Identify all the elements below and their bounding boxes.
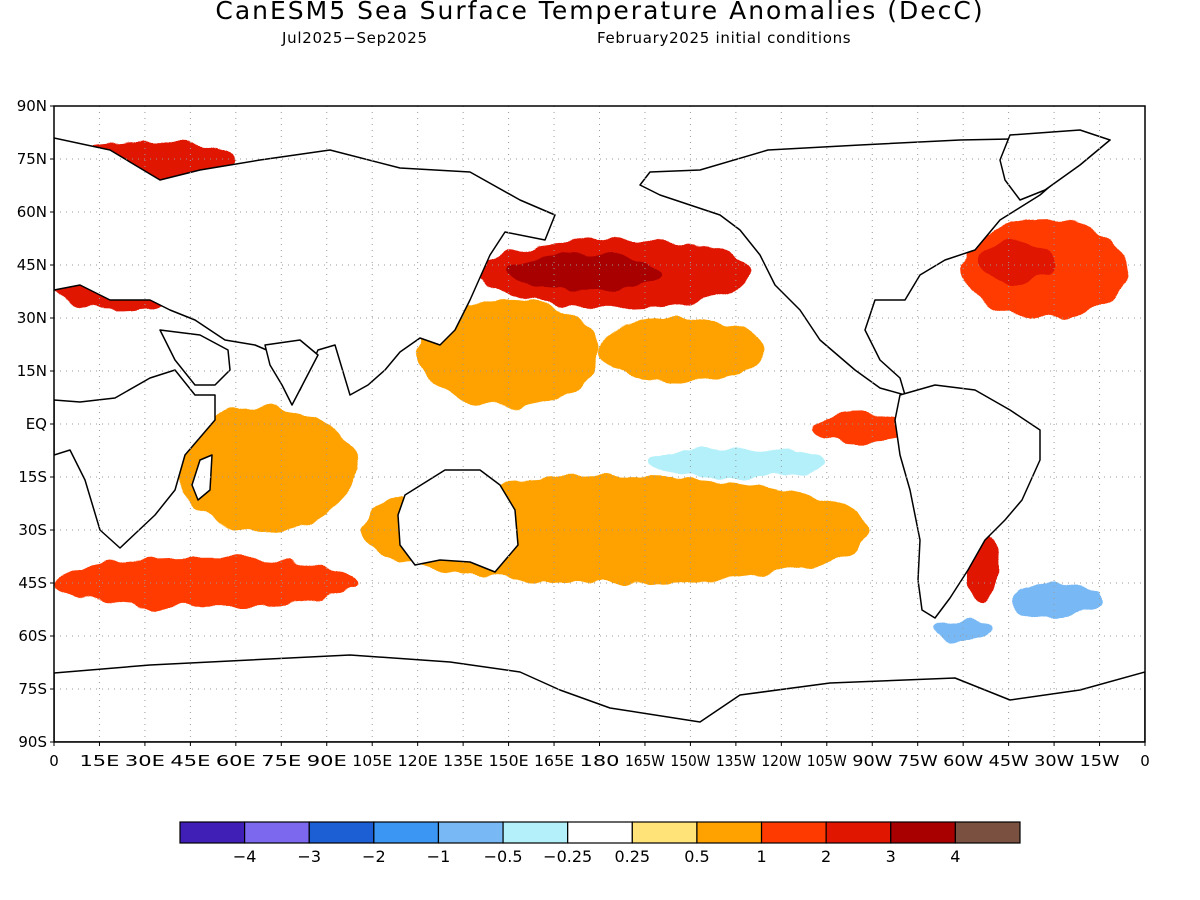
landmass-madagascar (191, 454, 213, 501)
lat-label: 90N (17, 97, 47, 115)
colorbar: −4 −3 −2 −1 −0.5 −0.25 0.25 0.5 1 2 3 4 (179, 821, 1021, 866)
colorbar-swatch (502, 821, 569, 844)
lon-label: 0 (49, 752, 59, 770)
anomaly-region-1 (508, 254, 661, 290)
landmass-eurasia (54, 137, 556, 396)
anomaly-region-15 (1008, 583, 1100, 619)
colorbar-swatch (631, 821, 698, 844)
colorbar-label: 1 (756, 847, 766, 866)
lon-label: 45E (170, 752, 210, 770)
lon-label: 150E (489, 752, 529, 770)
lon-label: 30E (125, 752, 165, 770)
lon-label: 120W (761, 752, 801, 770)
colorbar-swatch (373, 821, 440, 844)
anomaly-region-11 (811, 413, 918, 442)
colorbar-swatch (954, 821, 1021, 844)
lat-label: 75N (17, 150, 47, 168)
initial-conditions-label: February2025 initial conditions (597, 29, 852, 47)
anomaly-region-7 (599, 318, 767, 382)
lat-label: 15S (18, 468, 47, 486)
lon-label: 90W (852, 752, 892, 770)
colorbar-label: −2 (362, 847, 386, 866)
anomaly-region-12 (644, 448, 827, 477)
anomaly-region-3 (978, 240, 1055, 283)
lon-label: 105W (807, 752, 847, 770)
colorbar-swatch (179, 821, 246, 844)
anomaly-region-8 (175, 406, 358, 530)
colorbar-swatch (890, 821, 956, 844)
lat-label: 60S (18, 627, 47, 645)
colorbar-label: 3 (886, 847, 896, 866)
colorbar-label: 4 (950, 847, 960, 866)
anomaly-region-10 (54, 558, 358, 608)
colorbar-label: −0.5 (484, 847, 523, 866)
colorbar-label: −4 (233, 847, 257, 866)
colorbar-swatch (308, 821, 375, 844)
lon-label: 60W (943, 752, 983, 770)
lon-label: 150W (670, 752, 710, 770)
lon-label: 120E (398, 752, 438, 770)
lon-label: 165E (534, 752, 574, 770)
colorbar-label: −1 (427, 847, 451, 866)
lat-label: 15N (17, 362, 47, 380)
lat-label: 60N (17, 203, 47, 221)
lat-label: 45S (18, 574, 47, 592)
lon-label: 105E (352, 752, 392, 770)
landmass-arabia (159, 329, 231, 386)
colorbar-swatch (567, 821, 633, 844)
lat-label: 90S (18, 733, 47, 751)
lon-label: 135E (443, 752, 483, 770)
lon-label: 15E (79, 752, 119, 770)
lon-label: 180 (580, 752, 620, 770)
lat-label: 45N (17, 256, 47, 274)
colorbar-swatch (437, 821, 504, 844)
landmass-greenland (999, 129, 1111, 201)
lat-label: 75S (18, 680, 47, 698)
colorbar-swatch (696, 821, 763, 844)
lat-label: EQ (26, 415, 47, 433)
lon-label: 45W (989, 752, 1029, 770)
landmass-india (264, 339, 319, 406)
landmass-africa (54, 369, 216, 549)
colorbar-swatch (825, 821, 892, 844)
longitude-axis: 0 15E 30E 45E 60E 75E 90E 105E 120E 135E 150E 165E 1… (49, 742, 1150, 770)
lon-label: 15W (1080, 752, 1120, 770)
colorbar-label: −0.25 (543, 847, 592, 866)
anomaly-region-6 (417, 300, 600, 407)
colorbar-swatch (244, 821, 310, 844)
lon-label: 90E (307, 752, 347, 770)
lat-label: 30N (17, 309, 47, 327)
lon-label: 135W (716, 752, 756, 770)
lon-label: 60E (216, 752, 256, 770)
colorbar-swatch (760, 821, 827, 844)
lon-label: 0 (1140, 752, 1150, 770)
colorbar-label: 0.5 (684, 847, 709, 866)
lon-label: 30W (1034, 752, 1074, 770)
colorbar-label: −3 (297, 847, 321, 866)
chart-title: CanESM5 Sea Surface Temperature Anomalie… (215, 0, 985, 25)
latitude-axis: 90N 75N 60N 45N 30N 15N EQ 15S 30S 45S 60S 75S 90S (17, 97, 54, 751)
landmass-south-america (894, 384, 1041, 619)
lat-label: 30S (18, 521, 47, 539)
lon-label: 75E (261, 752, 301, 770)
graticule (54, 106, 1145, 742)
colorbar-label: 2 (821, 847, 831, 866)
landmass-australia (397, 469, 519, 573)
colorbar-label: 0.25 (614, 847, 650, 866)
lon-label: 165W (625, 752, 665, 770)
lon-label: 75W (898, 752, 938, 770)
valid-period-label: Jul2025−Sep2025 (282, 29, 428, 47)
anomaly-region-14 (932, 618, 994, 644)
